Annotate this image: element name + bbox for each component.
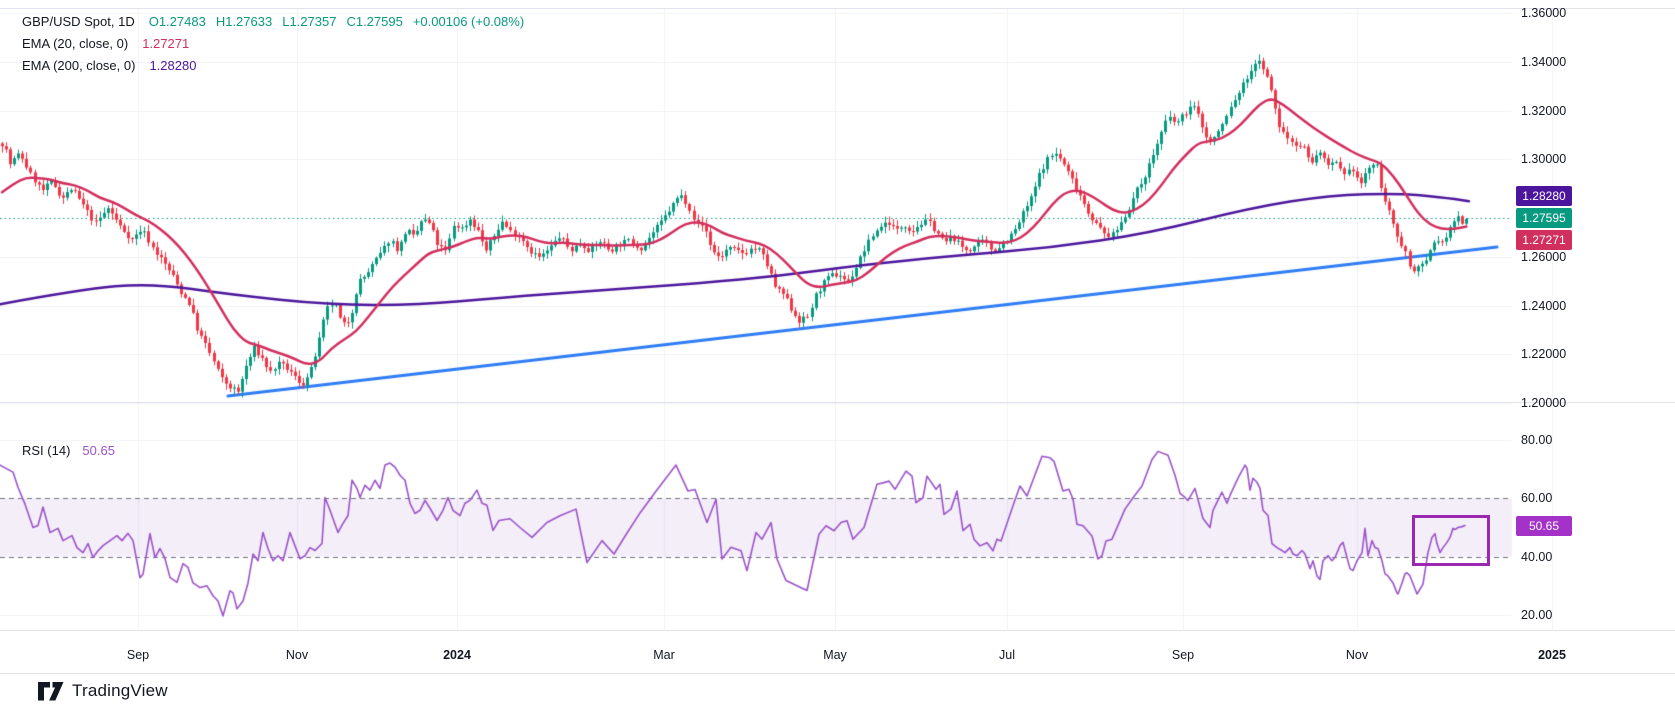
- time-tick-label: Sep: [126, 648, 150, 662]
- legend-ema200-row[interactable]: EMA (200, close, 0) 1.28280: [22, 54, 534, 76]
- price-tick-label: 1.22000: [1521, 347, 1567, 362]
- time-tick-label: 2025: [1538, 648, 1566, 662]
- time-tick-label: Nov: [1345, 648, 1369, 662]
- ema20-label: EMA (20, close, 0): [22, 35, 129, 51]
- time-axis-separator: [0, 630, 1675, 631]
- ohlc-close: C1.27595: [346, 13, 403, 29]
- rsi-label: RSI (14): [22, 442, 71, 458]
- tradingview-logo[interactable]: TradingView: [38, 681, 168, 701]
- time-tick-label: Jul: [999, 648, 1015, 662]
- time-tick-label: May: [823, 648, 847, 662]
- legend-ema20-row[interactable]: EMA (20, close, 0) 1.27271: [22, 32, 534, 54]
- rsi-highlight-box[interactable]: [1412, 515, 1490, 566]
- symbol-title: GBP/USD Spot, 1D: [22, 13, 135, 29]
- time-tick-label: Nov: [285, 648, 309, 662]
- price-tick-label: 1.34000: [1521, 54, 1567, 69]
- chart-top-border: [0, 8, 1675, 9]
- rsi-tick-label: 40.00: [1521, 549, 1553, 564]
- legend: GBP/USD Spot, 1D O1.27483 H1.27633 L1.27…: [22, 10, 534, 76]
- pane-separator[interactable]: [0, 402, 1675, 403]
- rsi-tick-label: 80.00: [1521, 433, 1553, 447]
- price-tick-label: 1.36000: [1521, 6, 1567, 20]
- ohlc-open: O1.27483: [148, 13, 206, 29]
- price-badge: 1.28280: [1516, 186, 1572, 206]
- rsi-tick-label: 60.00: [1521, 491, 1553, 506]
- price-change: +0.00106 (+0.08%): [412, 13, 525, 29]
- chart-bottom-border: [0, 673, 1675, 674]
- tradingview-brand-text: TradingView: [72, 681, 168, 700]
- time-tick-label: Mar: [653, 648, 675, 662]
- tradingview-logo-icon: [38, 681, 64, 700]
- price-tick-label: 1.26000: [1521, 249, 1567, 264]
- ema200-value: 1.28280: [149, 57, 197, 73]
- price-scale[interactable]: [1512, 8, 1675, 630]
- time-tick-label: 2024: [443, 648, 471, 662]
- rsi-value-badge: 50.65: [1516, 516, 1572, 536]
- ohlc-high: H1.27633: [215, 13, 273, 29]
- rsi-tick-label: 20.00: [1521, 608, 1553, 622]
- price-badge: 1.27595: [1516, 208, 1572, 228]
- price-badge: 1.27271: [1516, 230, 1572, 250]
- ema200-label: EMA (200, close, 0): [22, 57, 136, 73]
- price-tick-label: 1.24000: [1521, 298, 1567, 313]
- ema20-value: 1.27271: [142, 35, 190, 51]
- legend-symbol-row[interactable]: GBP/USD Spot, 1D O1.27483 H1.27633 L1.27…: [22, 10, 534, 32]
- rsi-value: 50.65: [82, 442, 115, 458]
- price-tick-label: 1.30000: [1521, 152, 1567, 167]
- legend-rsi-row[interactable]: RSI (14) 50.65: [22, 441, 115, 459]
- price-tick-label: 1.20000: [1521, 396, 1567, 410]
- price-tick-label: 1.32000: [1521, 103, 1567, 118]
- time-tick-label: Sep: [1171, 648, 1195, 662]
- ohlc-low: L1.27357: [282, 13, 337, 29]
